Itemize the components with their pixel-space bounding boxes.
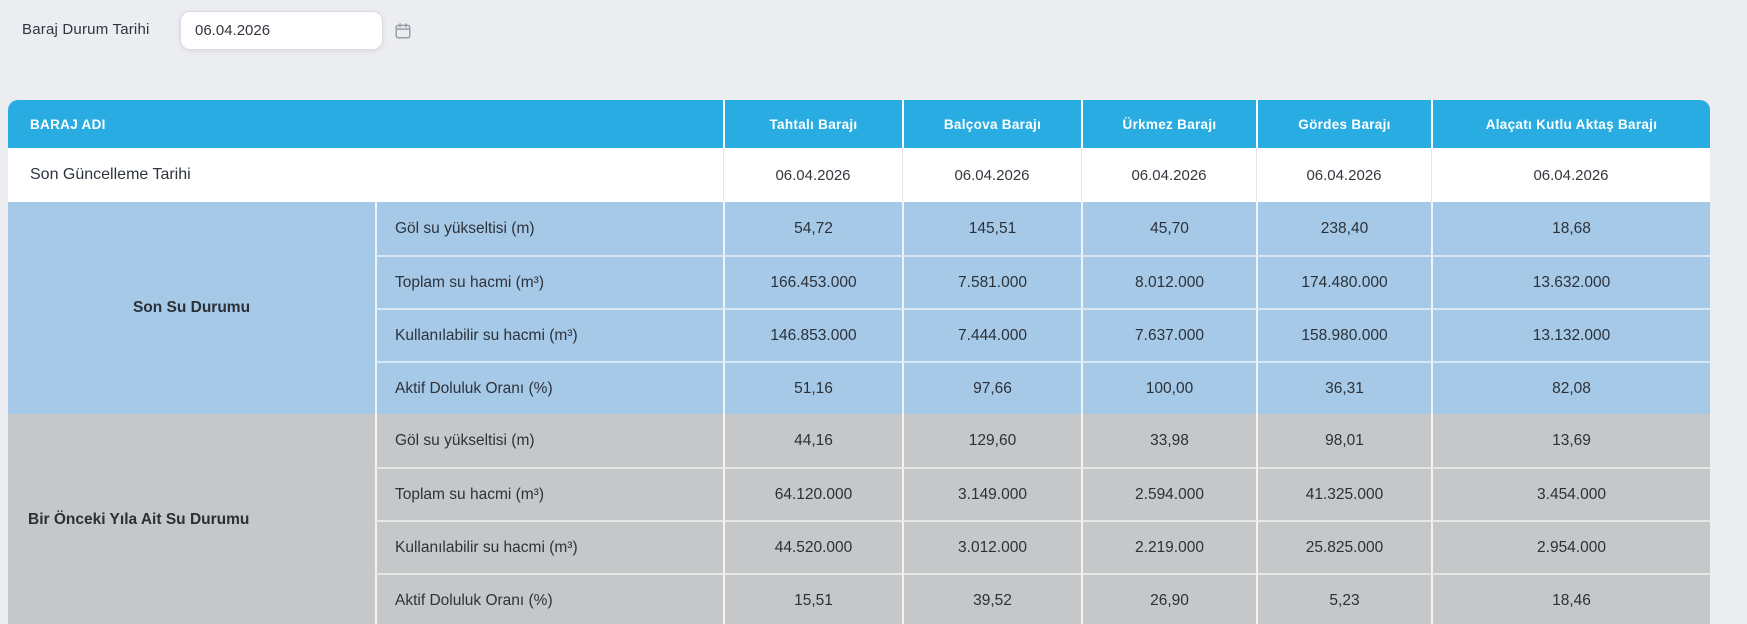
value-cell: 41.325.000 [1256,467,1431,520]
value-cell: 15,51 [723,573,902,624]
value-cell: 3.149.000 [902,467,1081,520]
update-date-cell: 06.04.2026 [1081,148,1256,202]
table-row: Aktif Doluluk Oranı (%) 15,51 39,52 26,9… [8,573,1710,624]
table-row: Aktif Doluluk Oranı (%) 51,16 97,66 100,… [8,361,1710,414]
metric-label-cell: Aktif Doluluk Oranı (%) [375,573,723,624]
value-cell: 5,23 [1256,573,1431,624]
table-row: Kullanılabilir su hacmi (m³) 44.520.000 … [8,520,1710,573]
table-row: Kullanılabilir su hacmi (m³) 146.853.000… [8,308,1710,361]
value-cell: 8.012.000 [1081,255,1256,308]
column-header-alacati: Alaçatı Kutlu Aktaş Barajı [1431,100,1710,148]
value-cell: 44,16 [723,414,902,467]
last-update-row: Son Güncelleme Tarihi 06.04.2026 06.04.2… [8,148,1710,202]
value-cell: 7.581.000 [902,255,1081,308]
section-label-son-su-durumu: Son Su Durumu [8,202,375,414]
value-cell: 13.632.000 [1431,255,1710,308]
value-cell: 33,98 [1081,414,1256,467]
value-cell: 129,60 [902,414,1081,467]
value-cell: 97,66 [902,361,1081,414]
metric-label-cell: Göl su yükseltisi (m) [375,202,723,255]
table-row: Toplam su hacmi (m³) 166.453.000 7.581.0… [8,255,1710,308]
last-update-label: Son Güncelleme Tarihi [8,148,723,202]
value-cell: 158.980.000 [1256,308,1431,361]
metric-label-cell: Toplam su hacmi (m³) [375,467,723,520]
value-cell: 98,01 [1256,414,1431,467]
column-header-balcova: Balçova Barajı [902,100,1081,148]
update-date-cell: 06.04.2026 [1431,148,1710,202]
value-cell: 2.954.000 [1431,520,1710,573]
column-header-urkmez: Ürkmez Barajı [1081,100,1256,148]
value-cell: 100,00 [1081,361,1256,414]
value-cell: 146.853.000 [723,308,902,361]
value-cell: 174.480.000 [1256,255,1431,308]
column-header-gordes: Gördes Barajı [1256,100,1431,148]
date-picker-field[interactable] [180,11,411,50]
value-cell: 166.453.000 [723,255,902,308]
value-cell: 45,70 [1081,202,1256,255]
column-header-tahtali: Tahtalı Barajı [723,100,902,148]
value-cell: 2.219.000 [1081,520,1256,573]
value-cell: 26,90 [1081,573,1256,624]
value-cell: 13,69 [1431,414,1710,467]
header-cell-baraj-adi: BARAJ ADI [8,100,723,148]
metric-label-cell: Toplam su hacmi (m³) [375,255,723,308]
metric-label-cell: Aktif Doluluk Oranı (%) [375,361,723,414]
value-cell: 54,72 [723,202,902,255]
value-cell: 18,68 [1431,202,1710,255]
date-filter-label: Baraj Durum Tarihi [22,21,150,38]
table-row: Son Su Durumu Göl su yükseltisi (m) 54,7… [8,202,1710,414]
value-cell: 3.454.000 [1431,467,1710,520]
value-cell: 51,16 [723,361,902,414]
section-label-onceki-yil: Bir Önceki Yıla Ait Su Durumu [8,414,375,624]
update-date-cell: 06.04.2026 [723,148,902,202]
table-row: Bir Önceki Yıla Ait Su Durumu Göl su yük… [8,414,1710,624]
value-cell: 238,40 [1256,202,1431,255]
date-filter-bar: Baraj Durum Tarihi [0,0,1747,62]
value-cell: 44.520.000 [723,520,902,573]
table-row: Toplam su hacmi (m³) 64.120.000 3.149.00… [8,467,1710,520]
table-header-row: BARAJ ADI Tahtalı Barajı Balçova Barajı … [8,100,1710,148]
value-cell: 36,31 [1256,361,1431,414]
metric-label-cell: Göl su yükseltisi (m) [375,414,723,467]
metric-label-cell: Kullanılabilir su hacmi (m³) [375,308,723,361]
date-input[interactable] [181,22,394,39]
value-cell: 82,08 [1431,361,1710,414]
dam-status-table: BARAJ ADI Tahtalı Barajı Balçova Barajı … [8,100,1710,624]
value-cell: 7.637.000 [1081,308,1256,361]
metric-label-cell: Kullanılabilir su hacmi (m³) [375,520,723,573]
value-cell: 2.594.000 [1081,467,1256,520]
value-cell: 18,46 [1431,573,1710,624]
value-cell: 3.012.000 [902,520,1081,573]
update-date-cell: 06.04.2026 [1256,148,1431,202]
value-cell: 64.120.000 [723,467,902,520]
value-cell: 25.825.000 [1256,520,1431,573]
calendar-icon[interactable] [394,22,412,40]
value-cell: 7.444.000 [902,308,1081,361]
value-cell: 145,51 [902,202,1081,255]
update-date-cell: 06.04.2026 [902,148,1081,202]
value-cell: 39,52 [902,573,1081,624]
value-cell: 13.132.000 [1431,308,1710,361]
